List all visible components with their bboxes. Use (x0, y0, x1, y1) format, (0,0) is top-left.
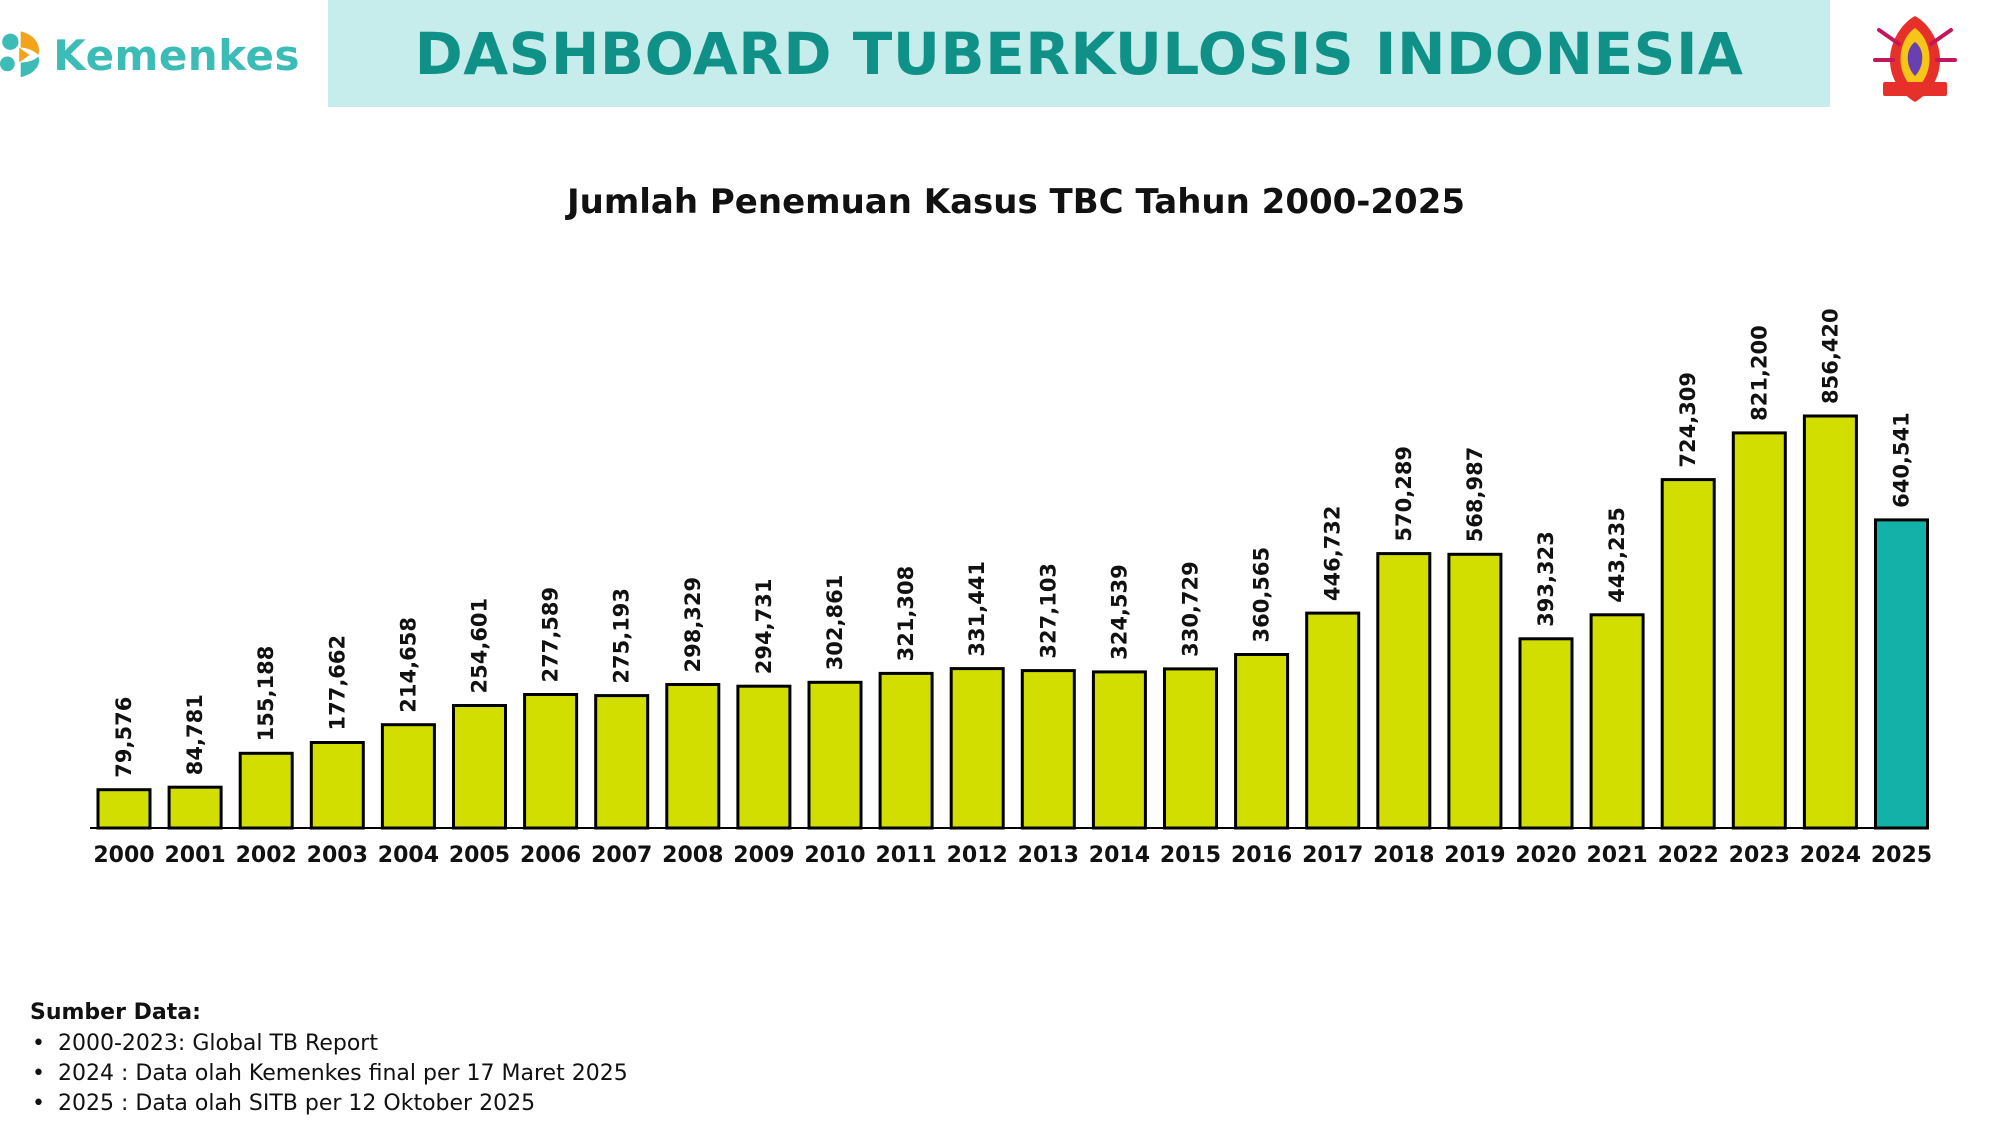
bar-2002 (238, 751, 294, 830)
x-tick-label-2007: 2007 (591, 843, 652, 868)
source-item: 2000-2023: Global TB Report (30, 1029, 930, 1059)
x-tick-label-2019: 2019 (1444, 843, 1505, 868)
bar-2024 (1802, 414, 1858, 830)
bar-value-label-2006: 277,589 (539, 587, 563, 683)
source-title: Sumber Data: (30, 1000, 201, 1025)
x-tick-label-2014: 2014 (1089, 843, 1150, 868)
bar-value-label-2011: 321,308 (894, 566, 918, 662)
bar-value-label-2018: 570,289 (1392, 446, 1416, 542)
bar-value-label-2014: 324,539 (1107, 564, 1131, 660)
x-tick-label-2002: 2002 (236, 843, 297, 868)
bar-value-label-2000: 79,576 (112, 697, 136, 778)
bar-2007 (594, 694, 650, 830)
bar-2010 (807, 680, 863, 830)
x-tick-label-2023: 2023 (1729, 843, 1790, 868)
toss-tbc-logo-icon (1873, 16, 1957, 102)
bar-2009 (736, 684, 792, 830)
bar-2015 (1163, 667, 1218, 830)
x-tick-label-2017: 2017 (1302, 843, 1363, 868)
x-tick-label-2009: 2009 (733, 843, 794, 868)
x-tick-label-2006: 2006 (520, 843, 581, 868)
x-tick-label-2003: 2003 (307, 843, 368, 868)
bar-2023 (1731, 431, 1787, 830)
bar-value-label-2025: 640,541 (1890, 412, 1914, 508)
bar-2004 (380, 723, 436, 830)
bar-2025 (1874, 518, 1929, 830)
bar-2000 (96, 788, 152, 830)
bar-value-label-2020: 393,323 (1534, 531, 1558, 627)
x-tick-label-2021: 2021 (1586, 843, 1647, 868)
bar-2012 (949, 667, 1005, 830)
kemenkes-logo: Kemenkes (0, 10, 300, 100)
bar-value-label-2005: 254,601 (468, 598, 492, 694)
bar-value-label-2010: 302,861 (823, 575, 847, 671)
x-tick-label-2001: 2001 (164, 843, 225, 868)
x-tick-label-2005: 2005 (449, 843, 510, 868)
bar-2005 (452, 704, 507, 830)
x-tick-label-2008: 2008 (662, 843, 723, 868)
bar-value-label-2002: 155,188 (254, 646, 278, 742)
bar-chart: Jumlah Penemuan Kasus TBC Tahun 2000-202… (90, 182, 1932, 868)
bar-value-label-2013: 327,103 (1036, 563, 1060, 659)
bar-value-label-2021: 443,235 (1605, 507, 1629, 603)
x-tick-label-2010: 2010 (804, 843, 865, 868)
bar-value-label-2017: 446,732 (1321, 505, 1345, 601)
bar-value-label-2004: 214,658 (396, 617, 420, 713)
x-tick-label-2025: 2025 (1871, 843, 1932, 868)
x-tick-label-2016: 2016 (1231, 843, 1292, 868)
bar-2016 (1234, 653, 1290, 830)
x-tick-label-2011: 2011 (875, 843, 936, 868)
x-tick-label-2012: 2012 (947, 843, 1008, 868)
bar-2021 (1589, 613, 1645, 830)
bar-value-label-2024: 856,420 (1818, 308, 1842, 404)
bar-2022 (1660, 478, 1716, 830)
bar-2020 (1518, 637, 1574, 830)
x-tick-label-2022: 2022 (1658, 843, 1719, 868)
bar-value-label-2023: 821,200 (1747, 325, 1771, 421)
x-tick-label-2015: 2015 (1160, 843, 1221, 868)
x-tick-label-2000: 2000 (93, 843, 154, 868)
bar-value-label-2022: 724,309 (1676, 372, 1700, 468)
kemenkes-leaf-icon (0, 31, 40, 78)
bar-value-label-2003: 177,662 (325, 635, 349, 731)
bars-group: 79,576 2000 84,781 2001 155,188 2002 177,662 20… (93, 308, 1932, 868)
bar-2017 (1305, 611, 1361, 830)
bar-2018 (1376, 552, 1432, 830)
x-tick-label-2018: 2018 (1373, 843, 1434, 868)
page-title: DASHBOARD TUBERKULOSIS INDONESIA (414, 19, 1744, 88)
bar-2011 (878, 671, 934, 830)
bar-2014 (1091, 670, 1147, 830)
bar-2001 (167, 785, 223, 830)
x-tick-label-2020: 2020 (1515, 843, 1576, 868)
bar-2019 (1447, 552, 1503, 830)
source-list: 2000-2023: Global TB Report 2024 : Data … (30, 1029, 930, 1119)
bar-value-label-2012: 331,441 (965, 561, 989, 657)
bar-2013 (1020, 669, 1076, 830)
header-band: DASHBOARD TUBERKULOSIS INDONESIA (328, 0, 1830, 107)
bar-2006 (523, 693, 579, 830)
bar-value-label-2019: 568,987 (1463, 447, 1487, 543)
bar-2003 (309, 741, 365, 830)
source-item: 2025 : Data olah SITB per 12 Oktober 202… (30, 1089, 930, 1119)
bar-value-label-2007: 275,193 (610, 588, 634, 684)
chart-title: Jumlah Penemuan Kasus TBC Tahun 2000-202… (565, 182, 1465, 222)
bar-value-label-2016: 360,565 (1250, 547, 1274, 643)
bar-value-label-2008: 298,329 (681, 577, 705, 673)
bar-value-label-2001: 84,781 (183, 694, 207, 775)
x-tick-label-2024: 2024 (1800, 843, 1861, 868)
source-item: 2024 : Data olah Kemenkes final per 17 M… (30, 1059, 930, 1089)
bar-2008 (665, 683, 721, 830)
source-notes: Sumber Data: 2000-2023: Global TB Report… (30, 1000, 930, 1119)
bar-value-label-2009: 294,731 (752, 579, 776, 675)
x-tick-label-2013: 2013 (1018, 843, 1079, 868)
bar-value-label-2015: 330,729 (1179, 561, 1203, 657)
logo-text: Kemenkes (53, 30, 300, 80)
x-tick-label-2004: 2004 (378, 843, 439, 868)
